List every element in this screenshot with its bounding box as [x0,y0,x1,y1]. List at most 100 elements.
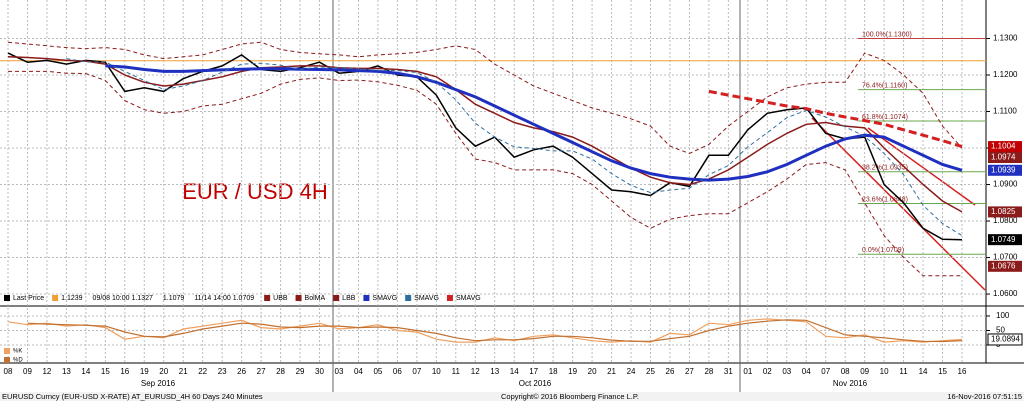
y-tick-label: 1.1200 [993,70,1018,79]
y-tick-label: 50 [996,326,1005,335]
price-label-box [988,206,1022,218]
series-line [105,64,963,182]
x-tick-label: 08 [841,367,850,376]
legend-swatch [405,295,412,301]
fib-label: 38.2%(1.0935) [862,165,908,172]
price-label: 1.0676 [991,261,1016,270]
legend-label: SMAVG [372,295,397,302]
legend-label: 11/14 14:00 1.0709 [194,295,254,302]
x-tick-label: 01 [743,367,752,376]
x-tick-label: 22 [198,367,207,376]
fib-label: 61.8%(1.1074) [862,114,908,121]
legend-swatch [333,295,340,301]
x-tick-label: 13 [62,367,71,376]
x-tick-label: 17 [529,367,538,376]
x-tick-label: 03 [782,367,791,376]
price-label: 1.0749 [991,235,1016,244]
legend-label: UBB [273,295,288,302]
y-tick-label: 1.1300 [993,34,1018,43]
x-tick-label: 28 [704,367,713,376]
y-tick-label: 1.1100 [993,107,1017,116]
legend-swatch [52,295,59,301]
x-tick-label: 31 [724,367,733,376]
month-label: Oct 2016 [519,379,552,388]
month-label: Sep 2016 [141,379,176,388]
x-tick-label: 08 [4,367,13,376]
legend-label: SMAVG [414,295,439,302]
x-tick-label: 24 [627,367,636,376]
x-tick-label: 12 [471,367,480,376]
y-tick-label: 1.0800 [993,216,1018,225]
x-tick-label: 27 [685,367,694,376]
price-label: 1.1004 [991,142,1016,151]
price-label: 1.0825 [991,207,1016,216]
x-tick-label: 07 [412,367,421,376]
legend-label: %D [13,358,23,364]
legend-label: Last Price [13,295,44,302]
x-tick-label: 10 [432,367,441,376]
price-label-box [988,141,1022,153]
x-tick-label: 14 [510,367,519,376]
footer-right: 16-Nov-2016 07:51:15 [947,392,1022,401]
x-tick-label: 06 [393,367,402,376]
value-label: 19.0894 [991,335,1020,344]
legend-swatch [446,295,453,301]
price-label-box [988,164,1022,176]
legend-swatch [4,295,10,301]
chart-title: EUR / USD 4H [182,179,327,204]
x-tick-label: 03 [335,367,344,376]
x-tick-label: 09 [23,367,32,376]
footer-center: Copyright© 2016 Bloomberg Finance L.P. [501,392,639,401]
x-tick-label: 21 [179,367,188,376]
month-label: Nov 2016 [833,379,868,388]
x-tick-label: 19 [568,367,577,376]
x-tick-label: 18 [549,367,558,376]
price-label-box [988,234,1022,246]
fib-label: 76.4%(1.1160) [862,82,907,89]
legend-swatch [264,295,271,301]
value-label-box [987,333,1023,346]
series-line [8,70,962,277]
y-tick-label: 1.0600 [993,289,1018,298]
series-line [66,58,963,237]
x-tick-label: 19 [140,367,149,376]
x-tick-label: 26 [666,367,675,376]
x-tick-label: 09 [860,367,869,376]
trend-channel-line [867,127,976,206]
legend-swatch [4,348,10,354]
x-tick-label: 16 [958,367,967,376]
x-tick-label: 13 [490,367,499,376]
legend-swatch [295,295,302,301]
y-tick-label: 100 [996,311,1010,320]
x-tick-label: 02 [763,367,772,376]
fib-label: 0.0%(1.0709) [862,247,904,254]
price-label: 1.0974 [991,153,1016,162]
x-tick-label: 16 [120,367,129,376]
fib-label: 23.6%(1.0848) [862,196,908,203]
fib-label: 100.0%(1.1300) [862,31,912,38]
legend-swatch [4,357,10,363]
x-tick-label: 26 [237,367,246,376]
price-label-box [988,152,1022,164]
x-tick-label: 05 [373,367,382,376]
y-tick-label: 1.0900 [993,180,1018,189]
legend-label: BolMA [305,295,326,302]
x-tick-label: 21 [607,367,616,376]
footer-left: EURUSD Curncy (EUR-USD X-RATE) AT_EURUSD… [2,392,263,401]
x-tick-label: 10 [880,367,889,376]
footer-bar [0,392,1024,401]
x-tick-label: 27 [257,367,266,376]
series-line [7,56,963,213]
x-tick-label: 28 [276,367,285,376]
x-tick-label: 07 [821,367,830,376]
x-tick-label: 14 [81,367,90,376]
x-tick-label: 12 [42,367,51,376]
x-tick-label: 04 [802,367,811,376]
x-tick-label: 25 [646,367,655,376]
x-tick-label: 11 [899,367,908,376]
price-label: 1.0939 [991,165,1016,174]
series-line [7,41,963,155]
x-tick-label: 15 [101,367,110,376]
x-tick-label: 20 [159,367,168,376]
